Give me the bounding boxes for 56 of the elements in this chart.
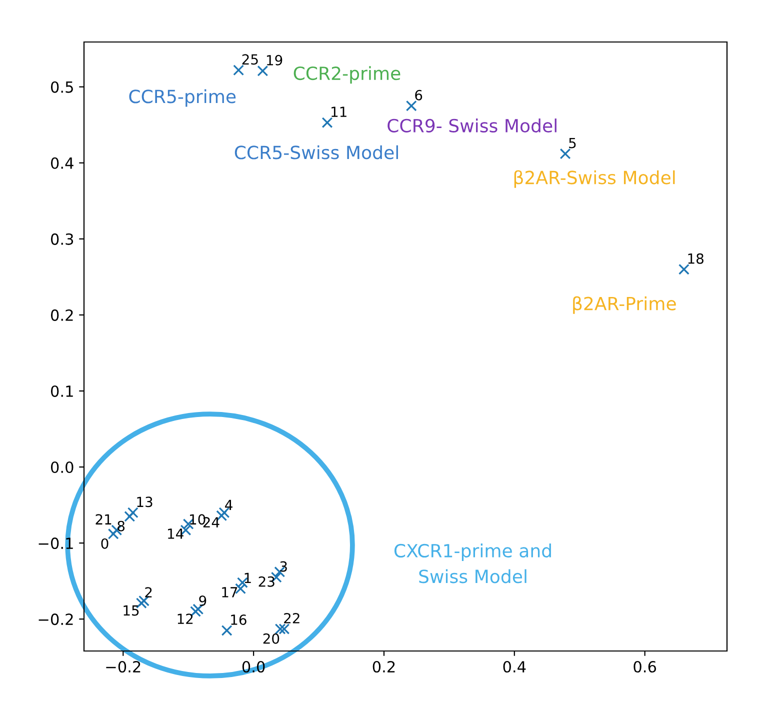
- annotation: 14: [168, 528, 184, 539]
- point: [257, 65, 268, 76]
- annotation: 13: [137, 496, 152, 508]
- annotation: CCR5-prime: [129, 89, 236, 107]
- point: [560, 148, 571, 160]
- annotation: 4: [225, 500, 232, 510]
- annotation: 25: [242, 54, 258, 65]
- annotation: 6: [415, 90, 422, 100]
- annotation: 18: [688, 253, 704, 264]
- point: [278, 623, 290, 634]
- y-tick-label: −0.2: [38, 614, 73, 626]
- annotation: CCR2-prime: [294, 66, 400, 84]
- point: [108, 528, 119, 540]
- annotation: 20: [263, 633, 280, 644]
- annotation: 10: [190, 514, 206, 525]
- annotation: 15: [124, 605, 139, 616]
- point: [322, 117, 333, 128]
- annotation: 24: [203, 517, 220, 528]
- y-tick-label: 0.1: [50, 385, 73, 397]
- y-tick-label: 0.4: [50, 157, 74, 169]
- annotation: CXCR1-prime and Swiss Model: [394, 544, 551, 584]
- point: [274, 623, 286, 634]
- annotation: 19: [266, 54, 282, 66]
- y-tick-label: 0.2: [50, 309, 73, 321]
- point: [124, 510, 136, 522]
- x-tick-label: 0.2: [372, 660, 395, 673]
- annotation: CCR5-Swiss Model: [234, 145, 398, 160]
- annotation: 1: [244, 572, 251, 583]
- annotation: 16: [231, 614, 246, 626]
- point: [221, 624, 232, 636]
- x-tick-label: 0.6: [634, 660, 656, 673]
- annotation: 12: [178, 614, 193, 624]
- point: [406, 100, 417, 112]
- annotation: 0: [101, 538, 108, 549]
- annotation: 5: [569, 138, 576, 148]
- x-tick-label: 0.4: [503, 660, 526, 673]
- annotation: 21: [96, 514, 112, 524]
- annotation: 23: [258, 576, 274, 587]
- annotation: 22: [284, 612, 300, 624]
- x-tick-label: 0.0: [242, 660, 265, 673]
- point: [127, 507, 138, 518]
- y-tick-label: 0.0: [50, 461, 74, 474]
- annotation: 8: [118, 520, 125, 532]
- x-tick-label: −0.2: [106, 660, 140, 673]
- annotation: β2AR-Swiss Model: [514, 170, 675, 188]
- point: [678, 264, 690, 275]
- point: [233, 64, 244, 76]
- annotation: 11: [332, 106, 346, 117]
- annotation: β2AR-Prime: [573, 296, 676, 314]
- annotation: 3: [280, 561, 287, 572]
- annotation: 17: [222, 587, 238, 598]
- annotation: 2: [145, 587, 152, 598]
- y-tick-label: 0.3: [50, 233, 74, 245]
- annotation: 9: [199, 595, 206, 606]
- annotation: CCR9- Swiss Model: [388, 118, 556, 132]
- y-tick-label: 0.5: [50, 81, 73, 93]
